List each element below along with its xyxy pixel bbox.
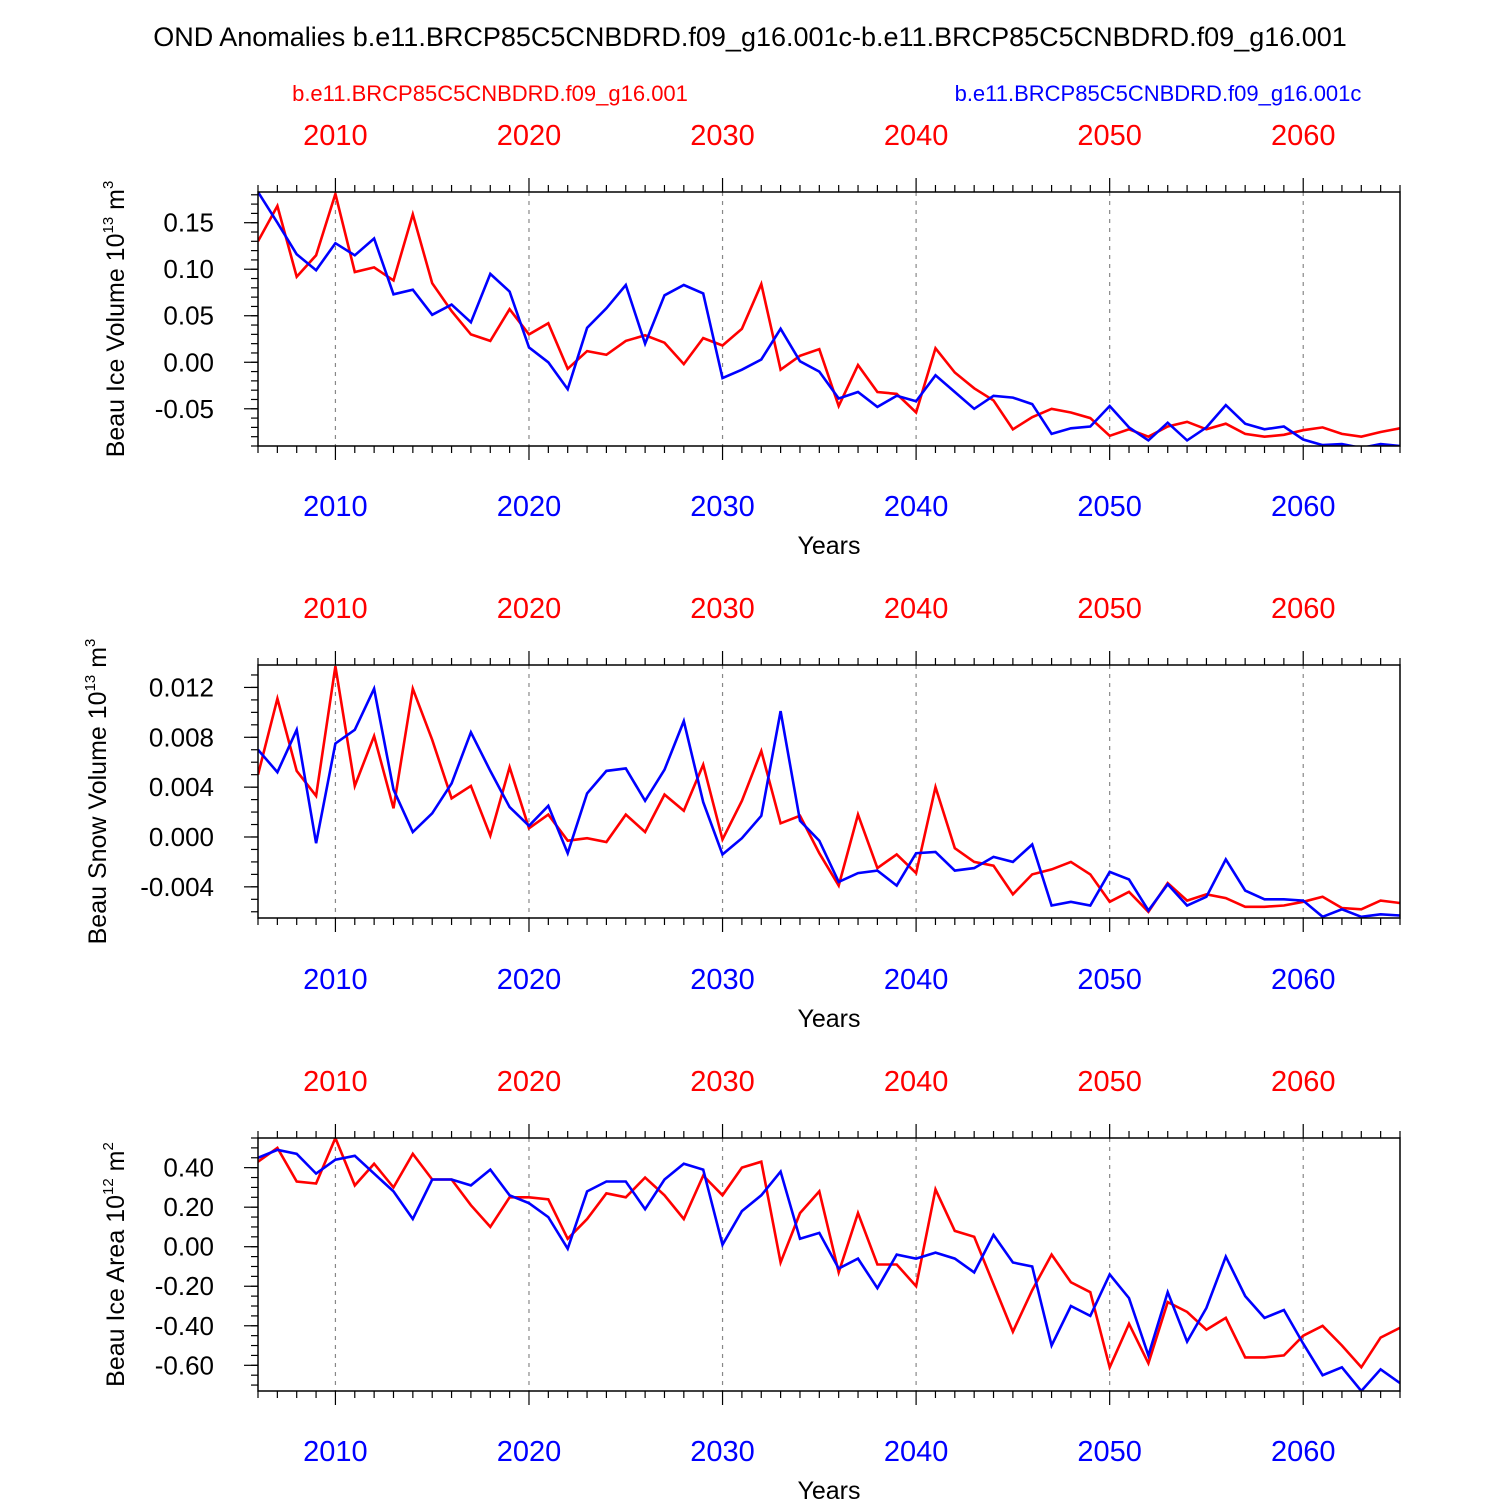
x-tick-label-bottom: 2010 (303, 491, 368, 523)
y-axis-label: Beau Ice Area 1012 m2 (100, 1142, 130, 1387)
x-tick-label-bottom: 2030 (690, 964, 755, 996)
y-axis-label: Beau Snow Volume 1013 m3 (82, 639, 112, 945)
x-tick-label-top: 2040 (884, 120, 949, 152)
y-tick-label: 0.10 (163, 254, 214, 284)
x-tick-label-top: 2060 (1271, 1066, 1336, 1098)
y-tick-label: 0.20 (163, 1192, 214, 1222)
x-tick-label-top: 2040 (884, 593, 949, 625)
x-tick-label-bottom: 2060 (1271, 964, 1336, 996)
series-line-control (258, 192, 1400, 439)
y-tick-label: 0.004 (149, 772, 214, 802)
x-tick-label-top: 2020 (497, 1066, 562, 1098)
legend-label-control: b.e11.BRCP85C5CNBDRD.f09_g16.001 (292, 81, 688, 106)
y-tick-label: 0.00 (163, 347, 214, 377)
y-tick-label: -0.60 (155, 1350, 214, 1380)
plot-frame (257, 1137, 1401, 1392)
x-tick-label-top: 2010 (303, 593, 368, 625)
y-tick-label: -0.40 (155, 1311, 214, 1341)
x-tick-label-top: 2060 (1271, 120, 1336, 152)
x-tick-label-bottom: 2050 (1077, 491, 1142, 523)
x-tick-label-top: 2060 (1271, 593, 1336, 625)
x-tick-label-bottom: 2030 (690, 1436, 755, 1468)
x-tick-label-bottom: 2020 (497, 964, 562, 996)
y-tick-label: -0.05 (155, 394, 214, 424)
y-tick-label: 0.00 (163, 1232, 214, 1262)
x-tick-label-bottom: 2010 (303, 1436, 368, 1468)
series-line-experiment (258, 684, 1400, 918)
y-tick-label: 0.15 (163, 208, 214, 238)
x-tick-label-top: 2030 (690, 1066, 755, 1098)
y-tick-label: 0.40 (163, 1153, 214, 1183)
plot-frame (257, 664, 1401, 919)
chart-panel-1: 0.15 0.10 0.05 0.00 -0.05 2010 2010 2020 2020 203… (100, 120, 1401, 560)
x-tick-label-bottom: 2040 (884, 491, 949, 523)
y-tick-label: 0.000 (149, 822, 214, 852)
x-tick-label-bottom: 2060 (1271, 1436, 1336, 1468)
x-tick-label-bottom: 2040 (884, 1436, 949, 1468)
x-tick-label-top: 2010 (303, 1066, 368, 1098)
x-tick-label-bottom: 2020 (497, 491, 562, 523)
series-line-experiment (258, 1148, 1400, 1391)
x-tick-label-top: 2030 (690, 593, 755, 625)
x-tick-label-bottom: 2060 (1271, 491, 1336, 523)
y-tick-label: 0.05 (163, 301, 214, 331)
y-tick-label: -0.20 (155, 1271, 214, 1301)
legend-label-experiment: b.e11.BRCP85C5CNBDRD.f09_g16.001c (955, 81, 1362, 106)
y-tick-label: 0.008 (149, 722, 214, 752)
chart-panel-3: 0.40 0.20 0.00 -0.20 -0.40 -0.60 2010 2010 2020 2… (100, 1066, 1401, 1500)
chart-panel-2: 0.012 0.008 0.004 0.000 -0.004 2010 2010 2020 20… (82, 593, 1401, 1033)
x-tick-label-top: 2040 (884, 1066, 949, 1098)
y-tick-label: 0.012 (149, 672, 214, 702)
x-axis-label: Years (797, 1477, 860, 1500)
x-tick-label-bottom: 2050 (1077, 964, 1142, 996)
x-axis-label: Years (797, 1005, 860, 1033)
x-tick-label-top: 2050 (1077, 593, 1142, 625)
x-tick-label-bottom: 2010 (303, 964, 368, 996)
y-axis-label: Beau Ice Volume 1013 m3 (100, 181, 130, 458)
x-axis-label: Years (797, 532, 860, 560)
series-line-control (258, 665, 1400, 914)
plot-frame (257, 191, 1401, 447)
series-line-experiment (258, 192, 1400, 446)
x-tick-label-bottom: 2030 (690, 491, 755, 523)
x-tick-label-top: 2020 (497, 593, 562, 625)
y-tick-label: -0.004 (140, 872, 214, 902)
x-tick-label-top: 2020 (497, 120, 562, 152)
x-tick-label-bottom: 2020 (497, 1436, 562, 1468)
x-tick-label-bottom: 2040 (884, 964, 949, 996)
chart-panels: 0.15 0.10 0.05 0.00 -0.05 2010 2010 2020 2020 203… (82, 120, 1401, 1500)
x-tick-label-top: 2030 (690, 120, 755, 152)
x-tick-label-top: 2050 (1077, 120, 1142, 152)
chart-title: OND Anomalies b.e11.BRCP85C5CNBDRD.f09_g… (153, 22, 1347, 52)
x-tick-label-bottom: 2050 (1077, 1436, 1142, 1468)
x-tick-label-top: 2050 (1077, 1066, 1142, 1098)
x-tick-label-top: 2010 (303, 120, 368, 152)
